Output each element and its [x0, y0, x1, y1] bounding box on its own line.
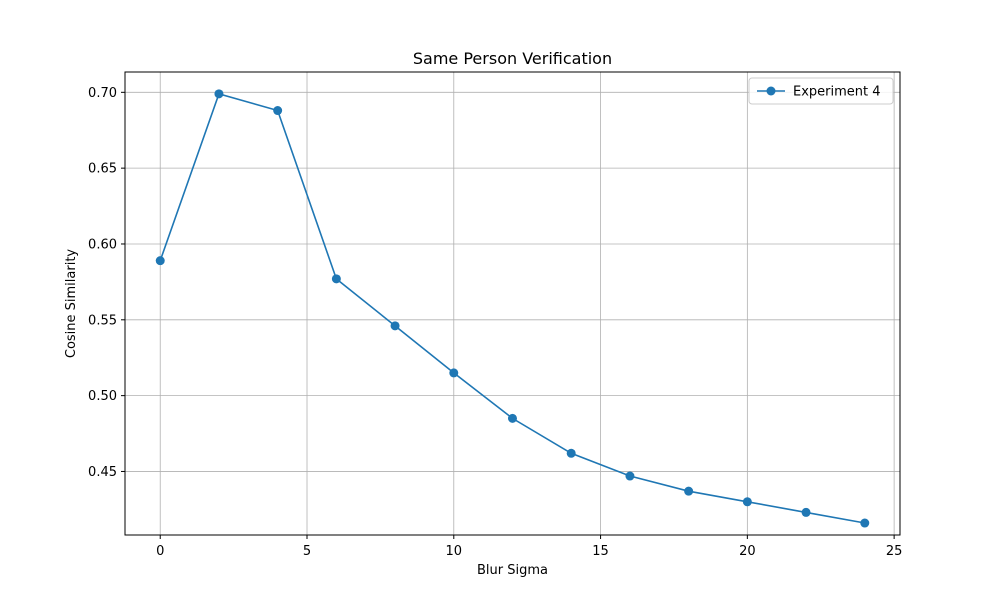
series-layer: [155, 89, 870, 528]
data-point: [390, 321, 400, 331]
y-tick-label: 0.60: [88, 237, 117, 252]
y-tick-label: 0.70: [88, 86, 117, 101]
legend-box: [748, 77, 894, 105]
data-point: [155, 256, 165, 266]
chart-title: Same Person Verification: [413, 49, 612, 68]
data-point: [273, 106, 283, 116]
data-point: [801, 507, 811, 517]
x-tick-label: 25: [886, 544, 903, 559]
data-point: [449, 368, 459, 378]
data-point: [742, 497, 752, 507]
y-tick-label: 0.55: [88, 313, 117, 328]
x-tick-label: 0: [156, 544, 164, 559]
x-axis-label: Blur Sigma: [477, 563, 548, 578]
legend-label: Experiment 4: [793, 85, 881, 100]
data-point: [684, 486, 694, 496]
x-tick-label: 15: [592, 544, 609, 559]
grid-layer: [125, 72, 900, 535]
x-tick-label: 20: [739, 544, 756, 559]
data-point: [625, 471, 635, 481]
data-point: [214, 89, 224, 99]
y-tick-label: 0.50: [88, 389, 117, 404]
x-tick-label: 5: [303, 544, 311, 559]
data-point: [331, 274, 341, 284]
plot-frame: [124, 71, 901, 536]
legend: Experiment 4: [748, 77, 894, 105]
y-tick-label: 0.45: [88, 465, 117, 480]
y-axis-label: Cosine Similarity: [64, 249, 79, 359]
x-tick-label: 10: [446, 544, 463, 559]
data-point: [508, 413, 517, 423]
y-tick-label: 0.65: [88, 162, 117, 177]
data-point: [860, 518, 870, 528]
legend-marker-swatch: [766, 86, 776, 96]
axis-layer: 0 5 10 15 20 25 0.45 0.50 0.55 0.60 0.65 0.70: [88, 86, 902, 559]
data-point: [566, 448, 576, 458]
